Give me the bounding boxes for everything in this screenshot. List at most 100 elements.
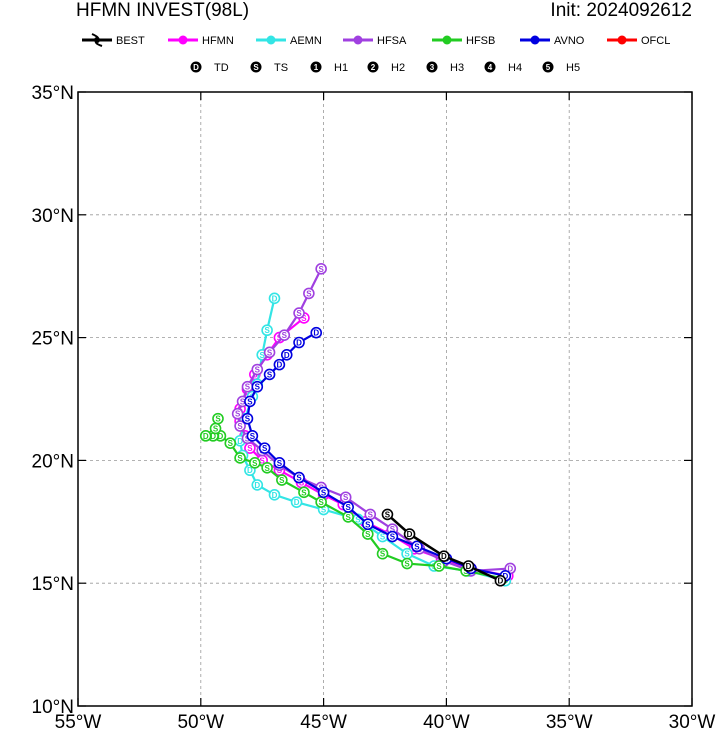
track-point-label: S [380, 550, 386, 559]
track-point-label: S [282, 331, 288, 340]
track-point-label: S [250, 432, 256, 441]
track-point [234, 452, 246, 464]
track-point [241, 412, 254, 425]
track-point-label: S [267, 348, 273, 357]
intensity-marker [190, 61, 202, 73]
track-point [310, 326, 323, 339]
legend-item-hfmn: HFMN [168, 35, 234, 47]
track-point-label: D [284, 351, 290, 360]
track-point [273, 358, 286, 371]
track-point-label: S [365, 530, 371, 539]
intensity-item-ts: S TS [250, 61, 288, 74]
track-point [411, 540, 423, 553]
track-point-label: D [247, 466, 253, 475]
track-point-label: S [345, 503, 351, 512]
track-point-label: D [466, 562, 472, 571]
x-tick-label: 30°W [669, 712, 716, 733]
track-point [263, 346, 276, 359]
track-point-label: S [436, 562, 442, 571]
intensity-symbol: 2 [371, 63, 376, 72]
track-point-label: S [368, 510, 374, 519]
track-point [199, 430, 212, 442]
track-point-label: D [203, 432, 209, 441]
track-point-label: S [255, 383, 261, 392]
tracks: DSSSSSSSSSSSSSSSSSSSDSSSSSSDDDDDDSSSSSDD… [199, 263, 517, 587]
track-point-label: D [210, 432, 216, 441]
intensity-item-h1: 1 H1 [310, 61, 348, 74]
track-point-label: S [365, 520, 371, 529]
track-point-label: S [264, 464, 270, 473]
track-point [276, 474, 288, 486]
intensity-label: H1 [334, 62, 348, 74]
track-point [293, 471, 305, 484]
legend-marker [353, 35, 363, 45]
track-point [438, 550, 450, 562]
legend-marker [442, 35, 452, 45]
track-point-label: S [296, 474, 302, 483]
legend-marker [266, 35, 276, 45]
x-tick-label: 35°W [546, 712, 593, 733]
track-point [278, 329, 291, 341]
track-point [401, 557, 413, 570]
track-point [224, 437, 237, 450]
y-tick-label: 30°N [32, 206, 74, 227]
track-point-label: S [237, 454, 243, 463]
track-point [317, 486, 330, 499]
y-tick-label: 15°N [32, 574, 74, 595]
legend-marker [178, 35, 188, 45]
intensity-symbol: 4 [488, 63, 493, 72]
track-point [403, 528, 416, 540]
track-point [244, 395, 256, 408]
legend-label: HFMN [202, 35, 234, 47]
intensity-marker [367, 61, 379, 73]
track-point-label: S [404, 560, 410, 569]
track-point-label: S [277, 459, 283, 468]
track-point-label: S [264, 326, 270, 335]
intensity-label: TS [274, 62, 288, 74]
track-point [280, 348, 293, 361]
legend-label: AVNO [554, 35, 585, 47]
track-point-label: S [240, 397, 246, 406]
track-point [249, 457, 261, 469]
intensity-symbol: 3 [430, 63, 435, 72]
legend-item-best: BEST [82, 33, 145, 47]
track-point [261, 324, 273, 337]
intensity-marker [310, 61, 322, 73]
track-point [290, 496, 303, 508]
track-point [273, 457, 286, 469]
track-point-label: S [390, 533, 396, 542]
track-point-label: S [260, 456, 266, 465]
legend-item-hfsa: HFSA [343, 35, 407, 47]
intensity-item-h4: 4 H4 [484, 61, 522, 74]
track-line [236, 268, 511, 573]
legend-label: BEST [116, 35, 145, 47]
track-point-label: S [245, 383, 251, 392]
track-point-label: D [254, 481, 260, 490]
axes: 55°W 50°W 45°W 40°W 35°W 30°W 10°N 15°N 20°N 25°N… [32, 83, 716, 733]
track-point-label: S [215, 415, 221, 424]
track-point [293, 336, 305, 349]
track-point-label: S [299, 479, 305, 488]
track-point-label: S [213, 424, 219, 433]
track-point [268, 488, 281, 501]
intensity-label: H4 [508, 62, 522, 74]
track-point-label: D [237, 437, 243, 446]
intensity-symbol: 1 [314, 63, 319, 72]
legend-marker [530, 35, 540, 45]
track-point [494, 574, 507, 587]
legend-marker [94, 37, 100, 43]
track-point-label: S [301, 314, 307, 323]
chart-title: HFMN INVEST(98L) [76, 0, 250, 21]
x-tick-label: 55°W [55, 712, 102, 733]
track-point-label: D [502, 572, 508, 581]
track-point [251, 479, 264, 491]
y-tick-label: 20°N [32, 451, 74, 472]
intensity-item-h2: 2 H2 [367, 61, 405, 74]
track-point-label: S [237, 422, 243, 431]
intensity-legend: D TD S TS 1 H1 2 H2 3 H3 4 H4 5 H5 [190, 61, 580, 74]
plot-frame [77, 91, 693, 707]
intensity-label: H3 [450, 62, 464, 74]
track-point-label: D [218, 432, 224, 441]
track-point-label: S [390, 525, 396, 534]
